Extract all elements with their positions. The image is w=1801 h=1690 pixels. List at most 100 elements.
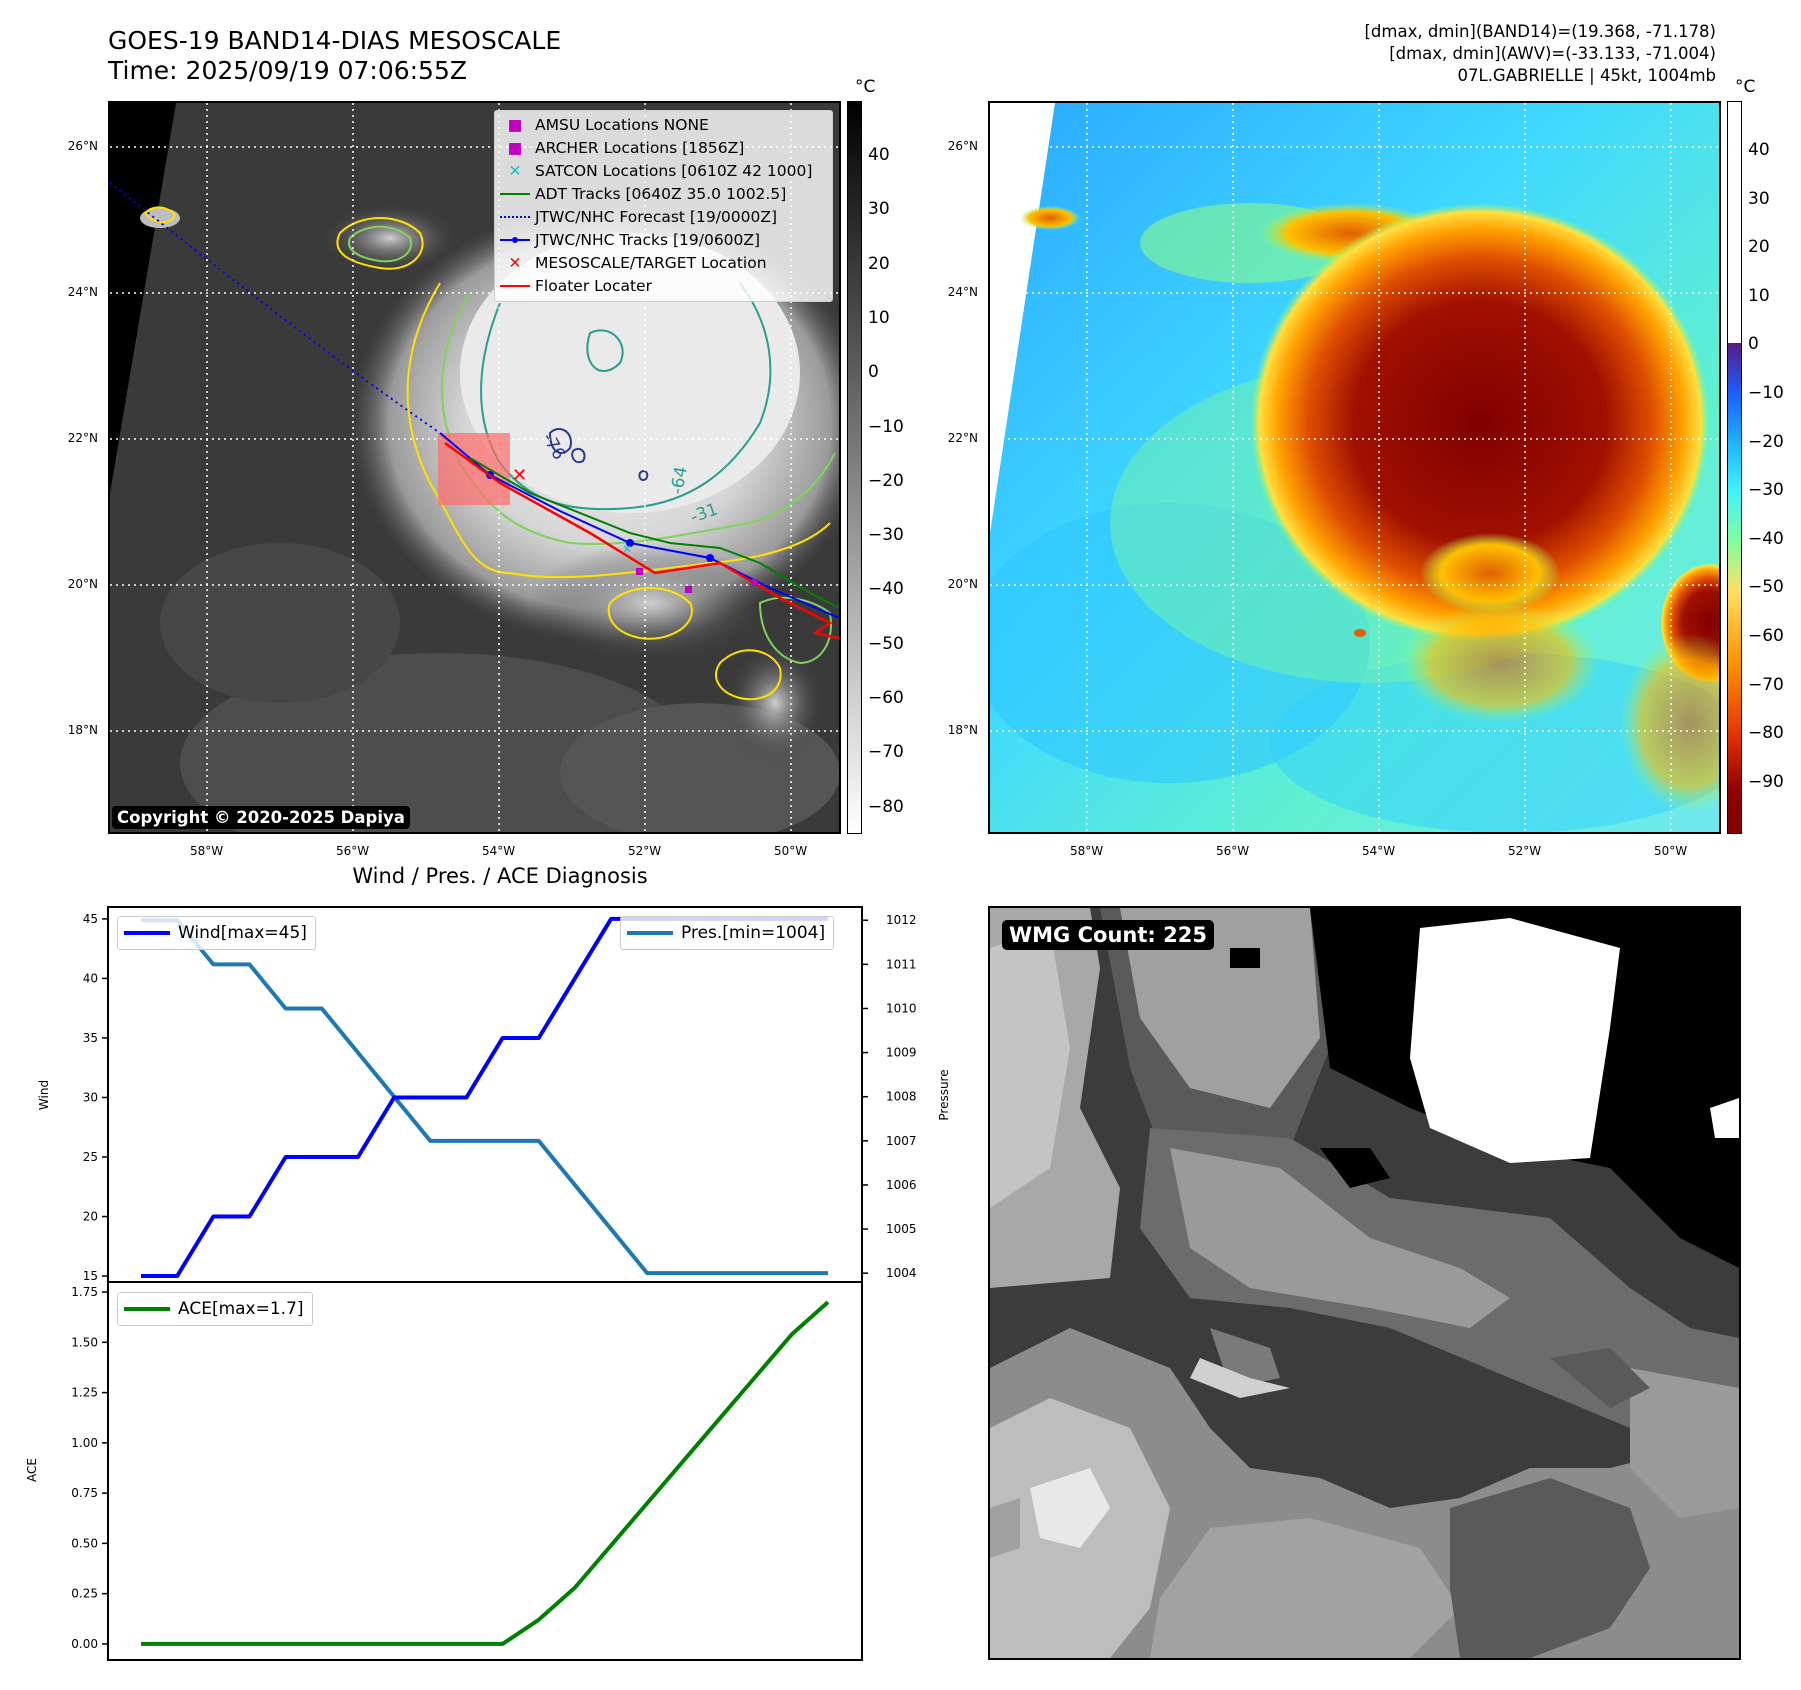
pressure-tick-label: 1006	[886, 1178, 917, 1192]
lat-label: 22°N	[947, 431, 978, 445]
lat-label: 24°N	[947, 285, 978, 299]
lon-label: 54°W	[1362, 844, 1396, 858]
ace-tick-label: 0.00	[71, 1637, 98, 1651]
lat-label: 22°N	[67, 431, 98, 445]
colorbar-tick: 40	[1748, 140, 1770, 160]
colorbar-tick: −30	[1748, 480, 1784, 501]
colorbar-tick: 10	[868, 307, 890, 328]
wind-tick-label: 45	[83, 912, 98, 926]
awv-colorbar	[1727, 101, 1742, 834]
awv-image-panel	[988, 101, 1721, 834]
pressure-line	[141, 918, 828, 1276]
wind-tick-label: 20	[83, 1210, 98, 1224]
wind-tick-label: 35	[83, 1031, 98, 1045]
contour-label-64: -64	[667, 465, 692, 496]
colorbar-tick: 30	[1748, 188, 1770, 209]
colorbar-tick: 30	[868, 199, 890, 220]
ace-axes	[107, 1281, 863, 1661]
lat-label: 26°N	[67, 139, 98, 153]
colorbar-tick: −60	[1748, 626, 1784, 646]
wind-tick-label: 15	[83, 1269, 98, 1283]
colorbar-tick: −50	[1748, 577, 1784, 598]
colorbar-tick: −40	[868, 579, 904, 600]
diagnosis-title: Wind / Pres. / ACE Diagnosis	[352, 864, 648, 888]
lat-label: 20°N	[67, 577, 98, 591]
lon-label: 50°W	[774, 844, 808, 858]
colorbar-tick: −90	[1748, 771, 1784, 792]
wind-tick-label: 30	[83, 1090, 98, 1104]
colorbar-tick: −20	[1748, 431, 1784, 452]
ace-tick-label: 0.50	[71, 1536, 98, 1550]
colorbar-tick: −80	[1748, 723, 1784, 744]
pressure-tick-label: 1011	[886, 957, 917, 971]
lat-label: 26°N	[947, 139, 978, 153]
figure-title-line1: GOES-19 BAND14-DIAS MESOSCALE	[108, 26, 562, 55]
pressure-tick-label: 1005	[886, 1222, 917, 1236]
copyright-label: Copyright © 2020-2025 Dapiya	[112, 806, 410, 829]
colorbar-tick: −50	[868, 633, 904, 654]
pressure-tick-label: 1008	[886, 1090, 917, 1104]
ace-tick-label: 0.25	[71, 1587, 98, 1601]
lon-label: 58°W	[190, 844, 224, 858]
wind-axis-label: Wind	[37, 1080, 51, 1110]
ir-image-panel: ✕ ✕ -76 -64 -31 ■ AMSU Locations NONE ■ AR…	[108, 101, 841, 834]
diagnosis-chart: 15 20 25 30 35 40 45 1004 1005 1006 1007 1008 1009 10…	[25, 906, 951, 1661]
lon-label: 52°W	[628, 844, 662, 858]
svg-text:✕: ✕	[622, 542, 632, 556]
pressure-legend: Pres.[min=1004]	[620, 916, 835, 950]
colorbar-tick: −20	[868, 470, 904, 491]
colorbar-tick: 20	[868, 253, 890, 274]
lon-label: 56°W	[1216, 844, 1250, 858]
lat-label: 18°N	[67, 723, 98, 737]
legend-item: ✕ MESOSCALE/TARGET Location	[508, 253, 767, 272]
wind-legend: Wind[max=45]	[117, 916, 316, 950]
info-line3: 07L.GABRIELLE | 45kt, 1004mb	[1457, 66, 1717, 85]
wind-tick-label: 40	[83, 971, 98, 985]
colorbar-tick: 0	[868, 362, 879, 383]
colorbar-tick: −70	[1748, 674, 1784, 695]
figure-title-line2: Time: 2025/09/19 07:06:55Z	[108, 56, 467, 85]
colorbar-tick: 10	[1748, 285, 1770, 306]
awv-image	[990, 103, 1719, 832]
pressure-tick-label: 1012	[886, 913, 917, 927]
info-line1: [dmax, dmin](BAND14)=(19.368, -71.178)	[1364, 22, 1716, 41]
ace-tick-label: 1.75	[71, 1285, 98, 1299]
colorbar-tick: −80	[868, 796, 904, 817]
lat-label: 18°N	[947, 723, 978, 737]
colorbar-tick: −10	[868, 416, 904, 437]
awv-colorbar-unit: °C	[1735, 77, 1756, 97]
colorbar-tick: −30	[868, 525, 904, 546]
ir-colorbar	[847, 101, 862, 834]
colorbar-tick: −70	[868, 742, 904, 763]
pressure-tick-label: 1004	[886, 1266, 917, 1280]
ace-tick-label: 0.75	[71, 1486, 98, 1500]
colorbar-tick: 40	[868, 145, 890, 165]
legend-item: ADT Tracks [0640Z 35.0 1002.5]	[495, 182, 832, 205]
legend-item: ✕ SATCON Locations [0610Z 42 1000]	[508, 161, 813, 180]
wind-tick-label: 25	[83, 1150, 98, 1164]
ace-axis-label: ACE	[25, 1458, 39, 1482]
lon-label: 56°W	[336, 844, 370, 858]
wmg-count-label: WMG Count: 225	[1002, 920, 1214, 950]
ace-tick-label: 1.50	[71, 1335, 98, 1349]
legend-item: ■ AMSU Locations NONE	[507, 115, 709, 134]
ace-tick-label: 1.25	[71, 1386, 98, 1400]
legend-item: ■ ARCHER Locations [1856Z]	[507, 138, 745, 157]
ir-legend: ■ AMSU Locations NONE ■ ARCHER Locations […	[494, 110, 833, 302]
colorbar-tick: −10	[1748, 383, 1784, 403]
legend-item: JTWC/NHC Forecast [19/0000Z]	[495, 205, 832, 228]
ir-colorbar-unit: °C	[855, 77, 876, 97]
lat-label: 20°N	[947, 577, 978, 591]
lon-label: 52°W	[1508, 844, 1542, 858]
pressure-tick-label: 1007	[886, 1134, 917, 1148]
wind-line	[141, 916, 828, 1279]
wmg-image-panel: WMG Count: 225	[988, 906, 1741, 1660]
legend-item: Floater Locater	[495, 274, 832, 297]
ace-legend: ACE[max=1.7]	[117, 1292, 313, 1326]
ace-tick-label: 1.00	[71, 1436, 98, 1450]
lon-label: 50°W	[1654, 844, 1688, 858]
svg-text:✕: ✕	[512, 465, 527, 486]
lat-label: 24°N	[67, 285, 98, 299]
colorbar-tick: 20	[1748, 237, 1770, 258]
lon-label: 54°W	[482, 844, 516, 858]
